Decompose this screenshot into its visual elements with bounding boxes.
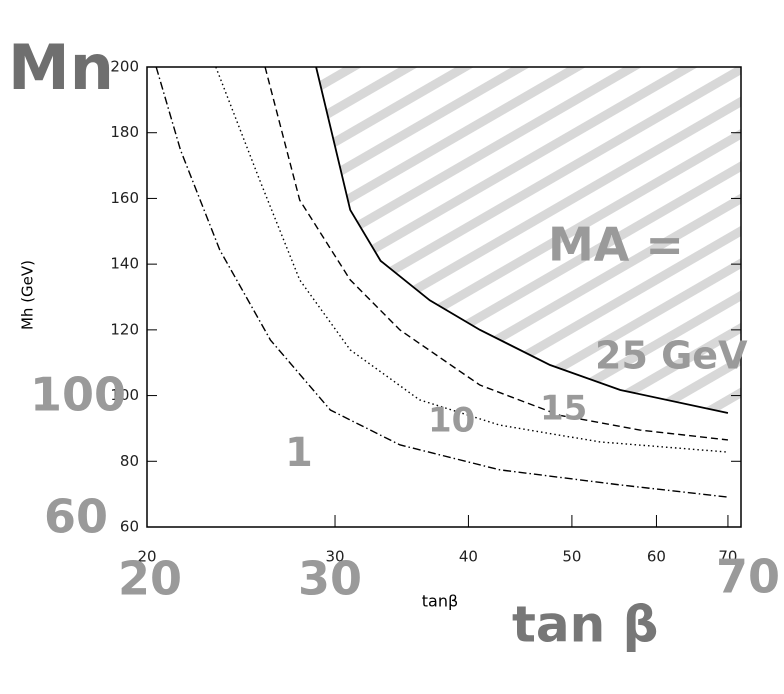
x-tick-label: 50 bbox=[562, 548, 581, 566]
curve bbox=[155, 67, 729, 498]
curve bbox=[315, 67, 729, 414]
handwritten-note: 60 bbox=[44, 490, 108, 544]
y-tick-label: 60 bbox=[120, 518, 139, 536]
y-tick-label: 100 bbox=[110, 386, 139, 404]
x-tick-label: 20 bbox=[137, 548, 156, 566]
hatched-region bbox=[316, 67, 741, 413]
handwritten-note: 70 bbox=[716, 550, 780, 604]
x-tick-label: 40 bbox=[459, 548, 478, 566]
y-tick-label: 120 bbox=[110, 320, 139, 338]
curve-label: 1 bbox=[285, 430, 313, 476]
handwritten-note: MA = bbox=[548, 218, 684, 272]
plot-area bbox=[155, 67, 741, 498]
handwritten-note: 100 bbox=[30, 368, 126, 422]
x-tick-label: 30 bbox=[325, 548, 344, 566]
handwritten-note: 30 bbox=[298, 552, 362, 606]
curve-label: 25 GeV bbox=[595, 334, 748, 378]
x-tick-label: 70 bbox=[718, 548, 737, 566]
handwritten-note: 20 bbox=[118, 552, 182, 606]
y-tick-label: 80 bbox=[120, 452, 139, 470]
y-tick-label: 200 bbox=[110, 58, 139, 76]
y-tick-label: 160 bbox=[110, 189, 139, 207]
curve-label: 15 bbox=[540, 389, 587, 429]
handwritten-note: tan β bbox=[512, 596, 658, 654]
plot-frame bbox=[146, 66, 742, 528]
handwritten-note: Mn bbox=[8, 31, 114, 104]
y-axis-label: Mh (GeV) bbox=[19, 260, 37, 330]
curve-label: 10 bbox=[428, 401, 475, 441]
x-tick-label: 60 bbox=[647, 548, 666, 566]
curve bbox=[264, 67, 729, 441]
y-tick-label: 180 bbox=[110, 123, 139, 141]
y-tick-label: 140 bbox=[110, 255, 139, 273]
x-axis-label: tanβ bbox=[422, 592, 458, 611]
